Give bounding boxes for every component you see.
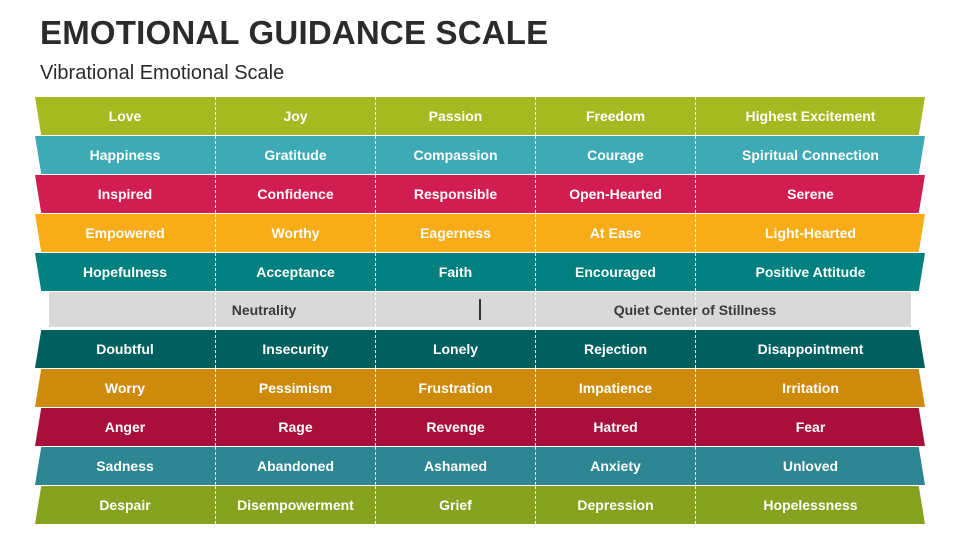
scale-cell: Gratitude	[215, 136, 375, 174]
scale-cell: Rejection	[535, 330, 695, 368]
scale-cell: Courage	[535, 136, 695, 174]
scale-row-lower-4: Sadness Abandoned Ashamed Anxiety Unlove…	[35, 447, 925, 485]
scale-cell: Passion	[375, 97, 535, 135]
scale-cell: Anger	[104, 419, 146, 435]
scale-cell: Rage	[215, 408, 375, 446]
scale-cell: Despair	[99, 497, 151, 513]
scale-cell: Unloved	[695, 447, 925, 485]
scale-cell: At Ease	[535, 214, 695, 252]
scale-row-upper-3: Inspired Confidence Responsible Open-Hea…	[35, 175, 925, 213]
scale-row-upper-2: Happiness Gratitude Compassion Courage S…	[35, 136, 925, 174]
neutral-dash-divider	[695, 292, 696, 327]
scale-cell: Ashamed	[375, 447, 535, 485]
scale-cell: Light-Hearted	[695, 214, 925, 252]
scale-cell: Lonely	[375, 330, 535, 368]
scale-row-lower-2: Worry Pessimism Frustration Impatience I…	[35, 369, 925, 407]
neutral-dash-divider	[535, 292, 536, 327]
scale-cell: Hatred	[535, 408, 695, 446]
scale-cell: Eagerness	[375, 214, 535, 252]
scale-cell: Compassion	[375, 136, 535, 174]
scale-row-lower-1: Doubtful Insecurity Lonely Rejection Dis…	[35, 330, 925, 368]
scale-cell: Faith	[375, 253, 535, 291]
scale-cell: Revenge	[375, 408, 535, 446]
page-subtitle: Vibrational Emotional Scale	[40, 62, 285, 84]
scale-cell: Highest Excitement	[695, 97, 925, 135]
scale-cell: Inspired	[97, 186, 153, 202]
scale-cell: Hopefulness	[82, 264, 167, 280]
scale-cell: Joy	[215, 97, 375, 135]
scale-cell: Worry	[104, 380, 146, 396]
scale-cell: Encouraged	[535, 253, 695, 291]
scale-cell: Abandoned	[215, 447, 375, 485]
scale-cell: Empowered	[85, 225, 165, 241]
scale-cell: Sadness	[96, 458, 154, 474]
scale-cell: Freedom	[535, 97, 695, 135]
scale-cell: Love	[108, 108, 142, 124]
scale-cell: Doubtful	[96, 341, 154, 357]
scale-cell: Insecurity	[215, 330, 375, 368]
scale-cell: Serene	[695, 175, 925, 213]
scale-cell: Confidence	[215, 175, 375, 213]
page-title: EMOTIONAL GUIDANCE SCALE	[40, 14, 549, 51]
scale-row-upper-4: Empowered Worthy Eagerness At Ease Light…	[35, 214, 925, 252]
neutrality-label: Neutrality	[231, 301, 297, 318]
scale-cell: Impatience	[535, 369, 695, 407]
scale-cell: Pessimism	[215, 369, 375, 407]
scale-row-lower-5: Despair Disempowerment Grief Depression …	[35, 486, 925, 524]
scale-cell: Responsible	[375, 175, 535, 213]
neutral-divider	[479, 299, 481, 320]
scale-cell: Depression	[535, 486, 695, 524]
scale-row-lower-3: Anger Rage Revenge Hatred Fear	[35, 408, 925, 446]
scale-cell: Fear	[695, 408, 925, 446]
neutral-dash-divider	[215, 292, 216, 327]
scale-cell: Frustration	[375, 369, 535, 407]
scale-cell: Worthy	[215, 214, 375, 252]
scale-cell: Disappointment	[695, 330, 925, 368]
scale-row-upper-1: Love Joy Passion Freedom Highest Excitem…	[35, 97, 925, 135]
scale-cell: Hopelessness	[695, 486, 925, 524]
scale-cell: Open-Hearted	[535, 175, 695, 213]
scale-cell: Irritation	[695, 369, 925, 407]
scale-cell: Anxiety	[535, 447, 695, 485]
scale-row-upper-5: Hopefulness Acceptance Faith Encouraged …	[35, 253, 925, 291]
scale-cell: Spiritual Connection	[695, 136, 925, 174]
scale-cell: Happiness	[89, 147, 161, 163]
scale-cell: Disempowerment	[215, 486, 375, 524]
neutral-dash-divider	[375, 292, 376, 327]
scale-cell: Acceptance	[215, 253, 375, 291]
scale-cell: Grief	[375, 486, 535, 524]
scale-cell: Positive Attitude	[695, 253, 925, 291]
neutral-band: Neutrality Quiet Center of Stillness	[49, 292, 911, 327]
stillness-label: Quiet Center of Stillness	[613, 301, 777, 318]
